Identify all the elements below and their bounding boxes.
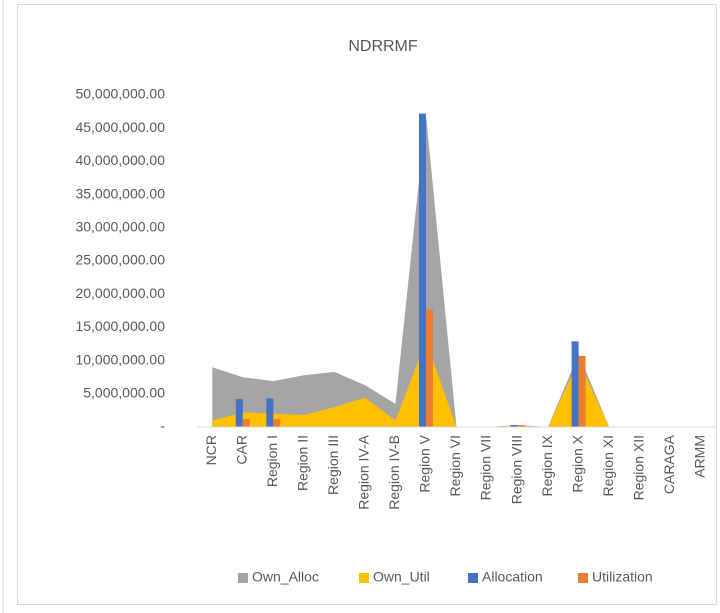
x-tick-label: Region XI (600, 435, 616, 496)
area (212, 114, 701, 428)
x-tick-label: Region VII (478, 435, 494, 500)
x-tick-label: Region I (264, 435, 280, 487)
y-tick-label: 35,000,000.00 (75, 185, 165, 201)
bar (273, 419, 281, 427)
bar (235, 399, 243, 427)
y-tick-label: 10,000,000.00 (75, 351, 165, 367)
legend-label: Own_Util (373, 569, 430, 585)
y-tick-label: 45,000,000.00 (75, 119, 165, 135)
y-tick-label: 30,000,000.00 (75, 219, 165, 235)
y-tick-label: 25,000,000.00 (75, 252, 165, 268)
y-tick-label: 40,000,000.00 (75, 152, 165, 168)
y-tick-label: - (160, 418, 165, 434)
legend-swatch (578, 573, 588, 583)
bar (418, 113, 426, 427)
x-tick-label: CAR (233, 435, 249, 465)
bar (266, 398, 274, 427)
legend-swatch (359, 573, 369, 583)
legend-label: Allocation (482, 569, 543, 585)
x-tick-label: Region II (295, 435, 311, 491)
chart-border (17, 4, 717, 605)
bar (510, 425, 518, 427)
bar (242, 419, 250, 427)
y-tick-label: 20,000,000.00 (75, 285, 165, 301)
bar (578, 355, 586, 427)
x-tick-label: Region X (569, 434, 585, 492)
x-tick-label: Region VIII (508, 435, 524, 504)
legend-label: Own_Alloc (252, 569, 319, 585)
chart-title: NDRRMF (348, 38, 418, 55)
x-tick-label: Region XII (630, 435, 646, 500)
x-tick-label: Region IV-A (356, 434, 372, 509)
x-tick-label: Region VI (447, 435, 463, 496)
x-tick-label: Region IX (539, 434, 555, 496)
x-tick-label: Region III (325, 435, 341, 495)
bar (425, 309, 433, 427)
y-tick-label: 50,000,000.00 (75, 86, 165, 102)
legend-swatch (468, 573, 478, 583)
bar (517, 425, 525, 427)
bar (571, 341, 579, 427)
x-tick-label: Region V (417, 434, 433, 492)
x-tick-label: ARMM (691, 435, 707, 478)
y-tick-label: 15,000,000.00 (75, 318, 165, 334)
x-tick-label: Region IV-B (386, 435, 402, 510)
legend-swatch (238, 573, 248, 583)
x-tick-label: CARAGA (661, 434, 677, 494)
legend-label: Utilization (592, 569, 653, 585)
x-tick-label: NCR (203, 435, 219, 465)
y-tick-label: 5,000,000.00 (83, 385, 165, 401)
